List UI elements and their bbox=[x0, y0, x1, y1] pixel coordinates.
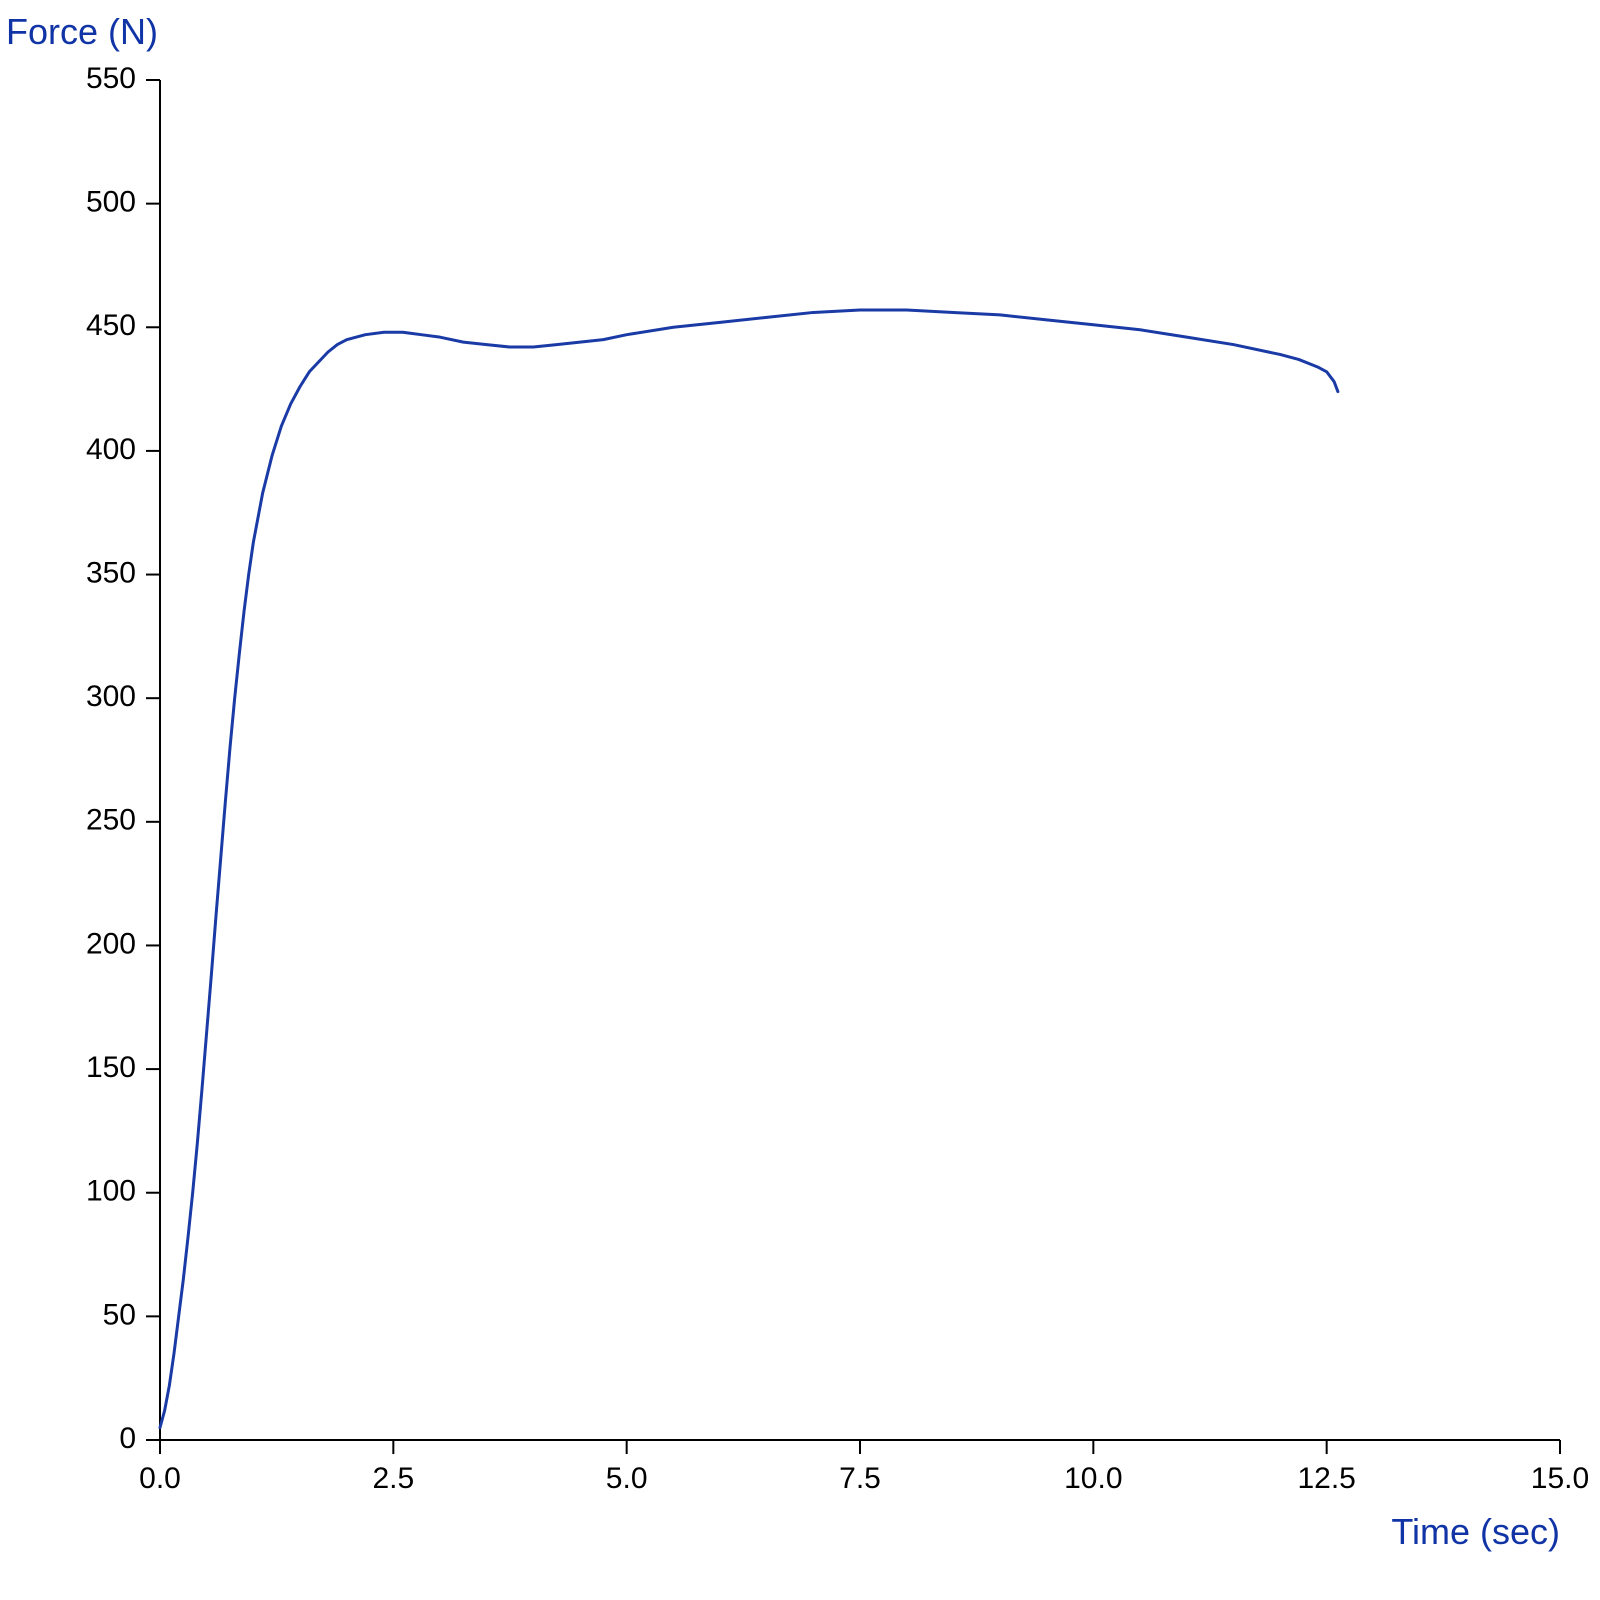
y-tick-label: 500 bbox=[86, 186, 136, 219]
x-tick-label: 15.0 bbox=[1531, 1462, 1589, 1495]
force-series-line bbox=[160, 310, 1338, 1428]
x-tick-label: 12.5 bbox=[1297, 1462, 1355, 1495]
y-tick-label: 150 bbox=[86, 1051, 136, 1084]
y-tick-label: 400 bbox=[86, 433, 136, 466]
x-axis-title: Time (sec) bbox=[1391, 1511, 1560, 1552]
x-tick-label: 5.0 bbox=[606, 1462, 648, 1495]
x-tick-label: 2.5 bbox=[372, 1462, 414, 1495]
x-tick-label: 7.5 bbox=[839, 1462, 881, 1495]
y-tick-label: 100 bbox=[86, 1175, 136, 1208]
y-tick-label: 200 bbox=[86, 927, 136, 960]
y-tick-label: 300 bbox=[86, 680, 136, 713]
y-tick-label: 350 bbox=[86, 556, 136, 589]
x-tick-label: 10.0 bbox=[1064, 1462, 1122, 1495]
y-tick-label: 250 bbox=[86, 804, 136, 837]
force-time-chart: 0 50 100 150 200 250 300 350 400 450 500 550 0.0 2.5 5… bbox=[0, 0, 1600, 1600]
y-tick-label: 50 bbox=[103, 1298, 136, 1331]
y-axis-title: Force (N) bbox=[6, 11, 158, 52]
chart-svg: 0 50 100 150 200 250 300 350 400 450 500 550 0.0 2.5 5… bbox=[0, 0, 1600, 1600]
y-tick-label: 0 bbox=[119, 1422, 136, 1455]
y-tick-label: 450 bbox=[86, 309, 136, 342]
y-tick-label: 550 bbox=[86, 62, 136, 95]
x-tick-label: 0.0 bbox=[139, 1462, 181, 1495]
